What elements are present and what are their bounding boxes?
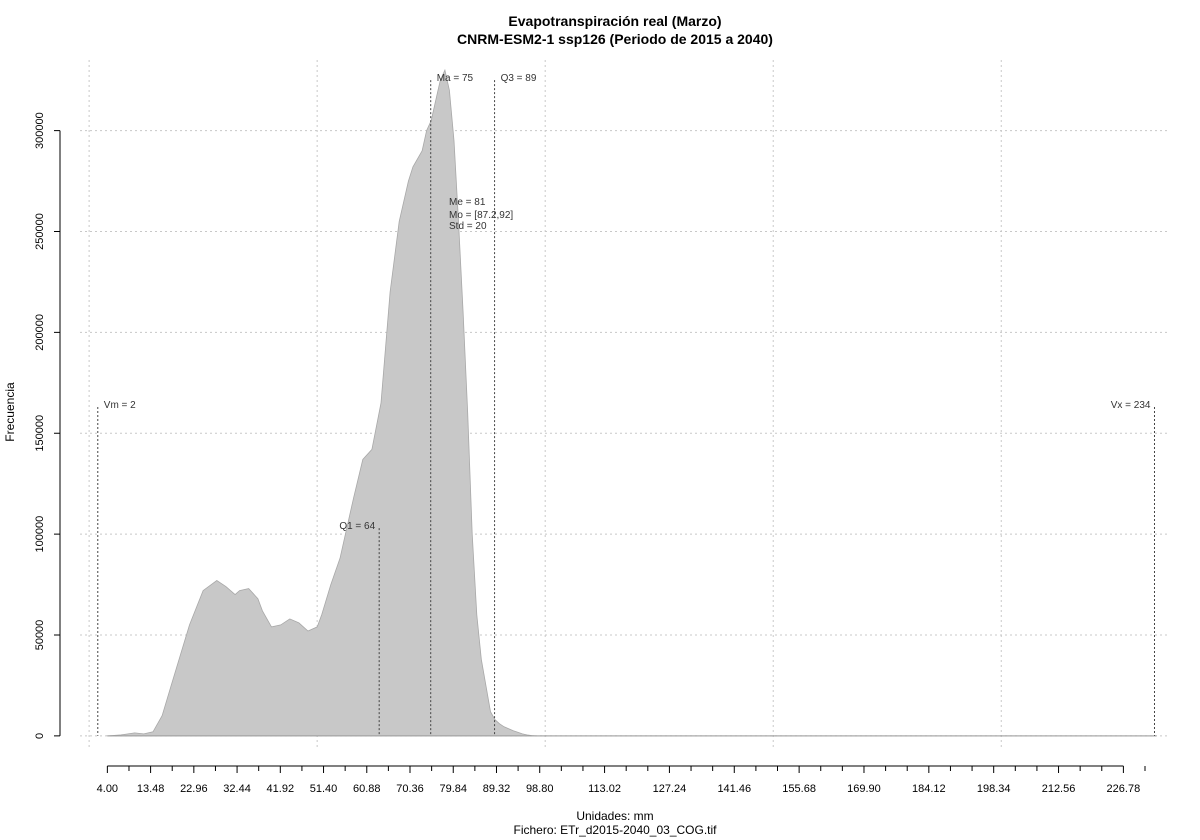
y-tick-label: 50000 [34,620,46,651]
file-label: Fichero: ETr_d2015-2040_03_COG.tif [514,823,718,837]
x-tick-label: 198.34 [977,783,1011,795]
x-tick-label: 212.56 [1042,783,1076,795]
x-tick-label: 98.80 [526,783,554,795]
y-tick-label: 200000 [34,314,46,351]
x-tick-label: 113.02 [588,783,621,795]
x-tick-label: 41.92 [267,783,295,795]
x-tick-label: 155.68 [782,783,816,795]
stat-mode: Mo = [87.2,92] [449,210,513,221]
x-tick-label: 169.90 [847,783,881,795]
x-tick-label: 70.36 [396,783,424,795]
x-tick-label: 79.84 [439,783,467,795]
y-axis-label: Frecuencia [3,382,17,442]
x-tick-label: 226.78 [1107,783,1141,795]
axes: 0 50000 100000 150000 200000 250000 300000 4.00… [34,112,1146,795]
x-tick-label: 184.12 [912,783,946,795]
marker-label: Ma = 75 [437,73,474,84]
marker-label: Q1 = 64 [339,521,375,532]
x-tick-label: 4.00 [97,783,118,795]
chart-subtitle: CNRM-ESM2-1 ssp126 (Periodo de 2015 a 20… [457,31,773,47]
stat-median: Me = 81 [449,197,486,208]
x-tick-label: 141.46 [717,783,751,795]
x-tick-label: 89.32 [483,783,511,795]
stat-std: Std = 20 [449,221,487,232]
y-tick-label: 100000 [34,516,46,553]
x-tick-label: 13.48 [137,783,165,795]
x-axis-label: Unidades: mm [576,809,653,823]
marker-label: Vx = 234 [1111,400,1151,411]
reference-lines: Vm = 2 Q1 = 64 Ma = 75 Q3 = 89 Vx = 234 [97,73,1155,736]
x-tick-label: 127.24 [653,783,687,795]
x-tick-label: 22.96 [180,783,208,795]
area-layer [105,68,1158,737]
y-tick-label: 0 [34,733,46,739]
y-tick-label: 150000 [34,415,46,452]
density-area [105,68,1158,737]
y-tick-label: 300000 [34,112,46,149]
x-tick-label: 51.40 [310,783,338,795]
y-tick-label: 250000 [34,213,46,250]
chart-title: Evapotranspiración real (Marzo) [508,13,721,29]
x-tick-label: 32.44 [223,783,251,795]
x-tick-label: 60.88 [353,783,381,795]
marker-label: Vm = 2 [104,400,136,411]
marker-label: Q3 = 89 [501,73,537,84]
